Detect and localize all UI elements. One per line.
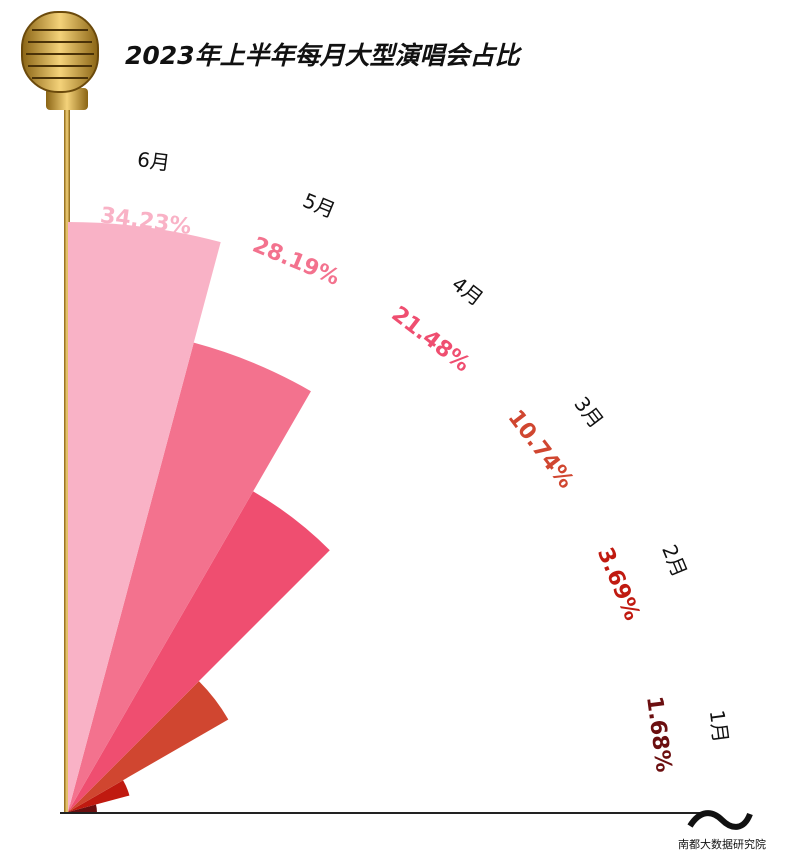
value-label: 21.48%	[387, 302, 475, 378]
sector	[68, 491, 330, 812]
sector	[68, 222, 221, 812]
value-label: 28.19%	[249, 233, 343, 291]
sector	[68, 780, 130, 812]
category-label: 6月	[136, 147, 172, 175]
mic-stand	[64, 100, 70, 814]
source: 南都大数据研究院	[678, 837, 766, 851]
microphone	[21, 11, 99, 110]
category-label: 3月	[569, 392, 608, 433]
category-label: 4月	[447, 272, 488, 311]
value-label: 3.69%	[592, 544, 644, 624]
value-label: 10.74%	[503, 406, 579, 494]
category-label: 2月	[657, 541, 692, 580]
logo	[687, 810, 753, 830]
category-label: 5月	[300, 188, 339, 223]
sector	[68, 681, 229, 812]
value-label: 1.68%	[641, 695, 676, 774]
sector	[68, 342, 311, 812]
sector	[68, 804, 97, 812]
chart-title: 2023年上半年每月大型演唱会占比	[125, 41, 523, 70]
category-label: 1月	[705, 709, 733, 745]
